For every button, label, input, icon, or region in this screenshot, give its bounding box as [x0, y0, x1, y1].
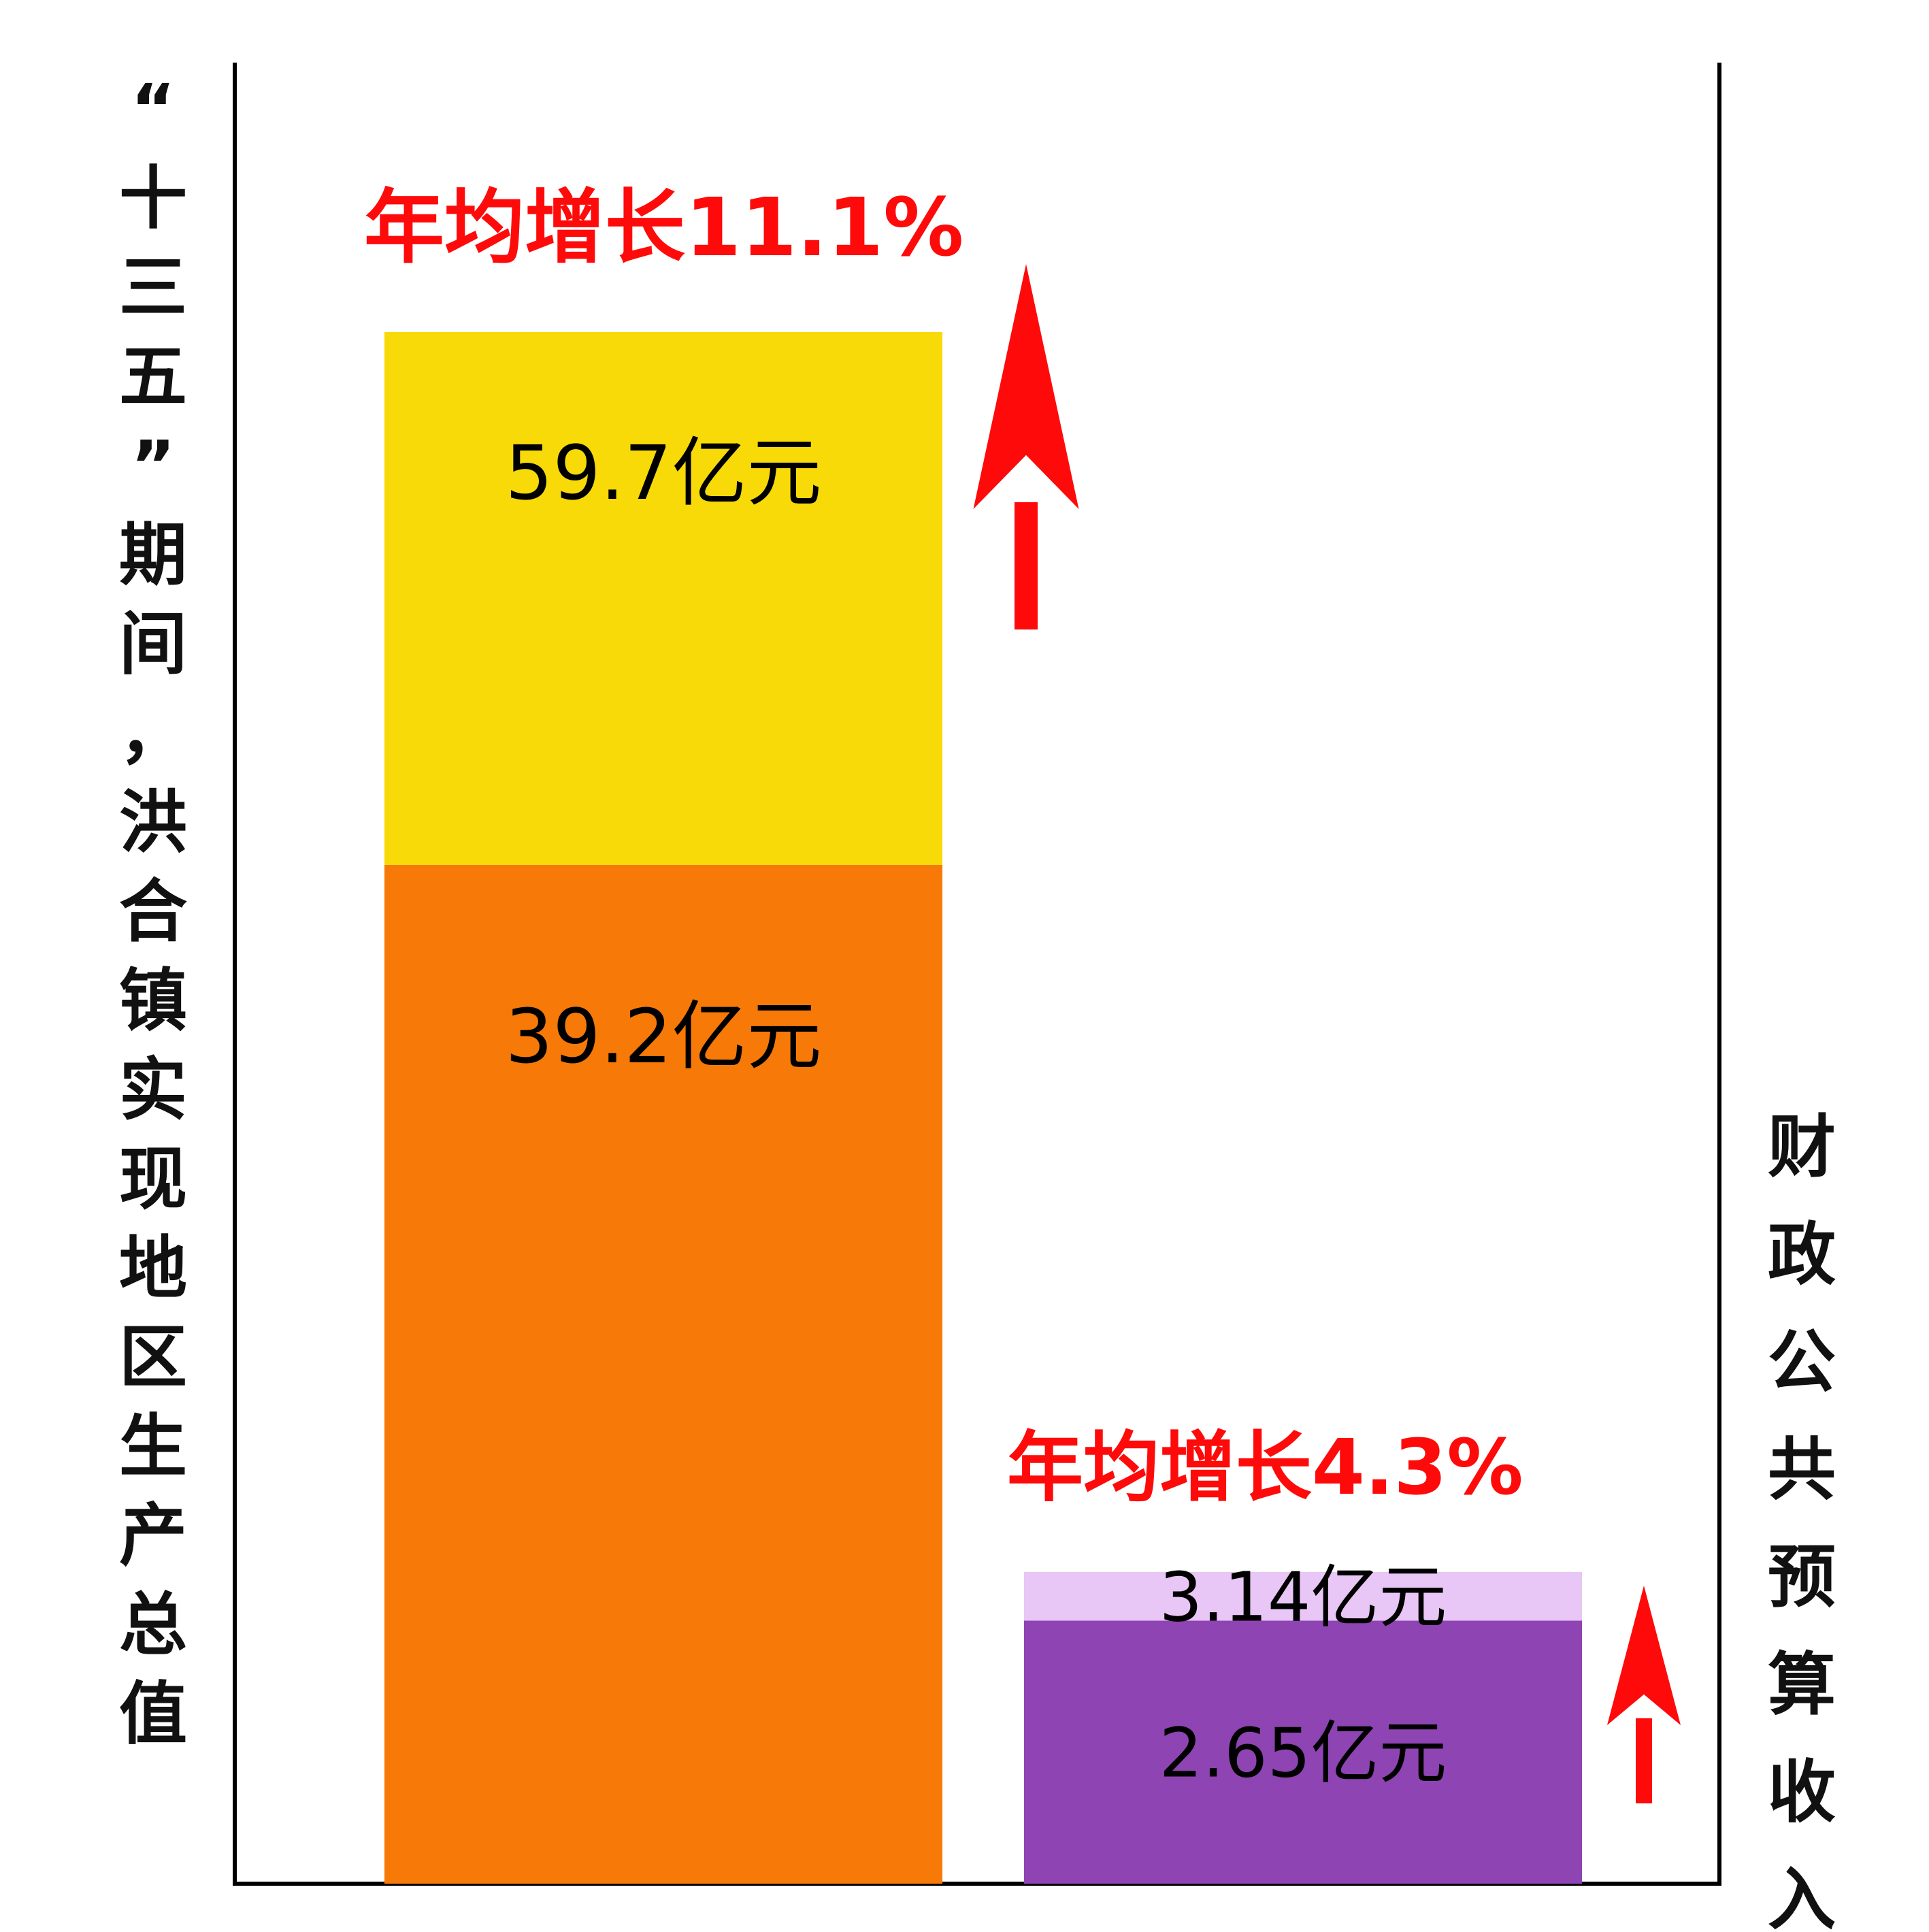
bar-1-segment-1-label: 39.2亿元	[506, 993, 822, 1080]
left-title-char-8: ，	[119, 693, 187, 773]
left-title-char-1: “	[131, 69, 176, 149]
left-title-char-10: 合	[119, 872, 187, 951]
right-title-char-2: 政	[1768, 1215, 1836, 1294]
bar-2-segment-1	[1024, 1620, 1582, 1884]
bar-1-segment-2	[384, 332, 942, 865]
left-title-char-9: 洪	[119, 783, 187, 862]
left-title-char-12: 实	[119, 1050, 187, 1130]
bar-2-segment-2	[1024, 1572, 1582, 1621]
left-title-char-17: 产	[119, 1496, 187, 1575]
growth-arrow-2-shaft	[1636, 1718, 1652, 1803]
left-title-char-13: 现	[119, 1139, 187, 1219]
chart-marks: 39.2亿元 59.7亿元 年均增长11.1% 2.65亿元 3.14亿元 年均增长4.3…	[119, 69, 1836, 1932]
growth-arrow-1-head	[973, 264, 1079, 509]
right-title-char-1: 财	[1768, 1107, 1836, 1187]
growth-label-1: 年均增长11.1%	[364, 180, 963, 274]
left-title-char-7: 间	[119, 604, 187, 684]
left-title-char-4: 五	[119, 337, 187, 416]
growth-label-2: 年均增长4.3%	[1007, 1424, 1523, 1512]
bar-2-segment-2-label: 3.14亿元	[1159, 1558, 1447, 1637]
bar-1-segment-2-label: 59.7亿元	[506, 429, 822, 517]
growth-arrow-2-head	[1607, 1586, 1681, 1725]
right-title-char-5: 预	[1768, 1537, 1836, 1617]
right-title-char-3: 公	[1768, 1322, 1836, 1402]
bar-2-segment-1-label: 2.65亿元	[1159, 1714, 1447, 1793]
left-title-char-2: 十	[119, 159, 187, 238]
left-title-char-18: 总	[119, 1585, 187, 1665]
left-title-char-5: ”	[131, 426, 176, 506]
right-title-char-7: 收	[1768, 1752, 1836, 1832]
left-title-char-16: 生	[119, 1407, 187, 1486]
left-title-char-6: 期	[119, 515, 187, 595]
right-title-char-6: 算	[1768, 1645, 1836, 1724]
left-title-char-19: 值	[119, 1674, 187, 1754]
growth-arrow-1-shaft	[1015, 502, 1038, 629]
bar-1-segment-1	[384, 864, 942, 1884]
left-title-char-11: 镇	[119, 961, 187, 1041]
left-title-char-3: 三	[119, 248, 187, 327]
right-title-char-8: 入	[1768, 1860, 1836, 1929]
right-title-char-4: 共	[1768, 1430, 1836, 1509]
left-title-char-15: 区	[119, 1317, 187, 1397]
left-title-char-14: 地	[119, 1228, 187, 1308]
